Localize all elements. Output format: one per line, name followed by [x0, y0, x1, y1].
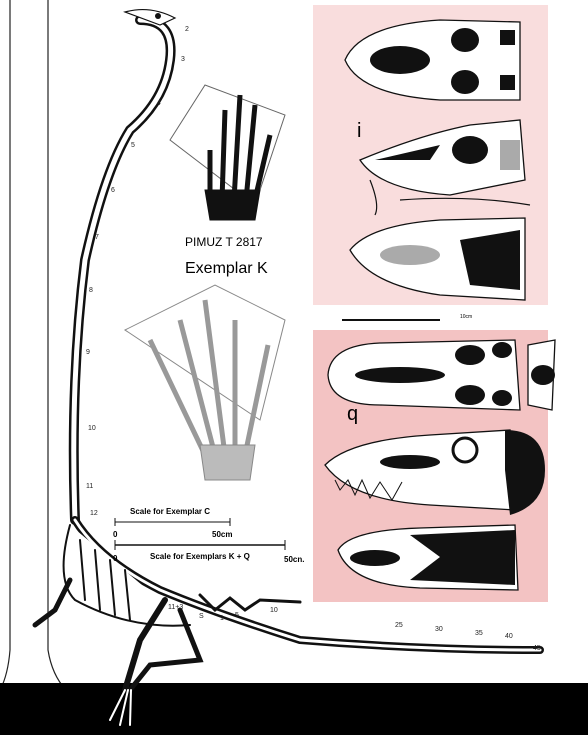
sacrum-label: 10	[270, 607, 278, 614]
vertebra-label: 2	[185, 26, 189, 33]
scale-title: Scale for Exemplars K + Q	[150, 552, 250, 561]
tail-labels: 25 30 35 40 45 11+3 S 1 5 10	[168, 604, 541, 652]
tree-trunk	[0, 0, 67, 691]
tail-label: 25	[395, 622, 403, 629]
scale-start: 0	[113, 530, 118, 539]
vertebra-label: 5	[131, 142, 135, 149]
vertebra-label: 8	[89, 287, 93, 294]
vertebra-label: 7	[95, 234, 99, 241]
scale-bars	[114, 518, 286, 550]
skeleton	[32, 8, 544, 726]
specimen-name: Exemplar K	[185, 260, 268, 277]
scale-start: 0	[113, 554, 118, 563]
panel-label: i	[357, 120, 361, 142]
vertebra-label: 9	[86, 349, 90, 356]
vertebra-label: 10	[88, 425, 96, 432]
vertebra-label: 12	[90, 510, 98, 517]
tail-label: 35	[475, 630, 483, 637]
ground	[0, 683, 588, 735]
vertebra-label: 3	[181, 56, 185, 63]
sacrum-label: S	[199, 613, 204, 620]
sacrum-label: 1	[220, 615, 224, 622]
vertebra-label: 6	[111, 187, 115, 194]
tail-label: 45	[533, 645, 541, 652]
scale-end: 50cm	[212, 530, 232, 539]
scale-label: 10cm	[460, 314, 472, 320]
scale-end: 50cn.	[284, 555, 304, 564]
neck-labels: 2 3 4 5 6 7 8 9 10 11 12	[86, 26, 189, 517]
sacrum-label: 5	[235, 612, 239, 619]
hand-lower	[124, 284, 286, 481]
skulls-q	[324, 339, 556, 591]
scale-title: Scale for Exemplar C	[130, 507, 210, 516]
tail-label: 40	[505, 633, 513, 640]
skulls-i	[344, 19, 531, 301]
specimen-id: PIMUZ T 2817	[185, 235, 263, 249]
hand-upper	[169, 84, 286, 221]
panel-label: q	[347, 403, 358, 425]
sacrum-label: 11+3	[168, 604, 183, 611]
vertebra-label: 11	[86, 483, 93, 490]
vertebra-label: 4	[157, 100, 161, 107]
tail-label: 30	[435, 626, 443, 633]
